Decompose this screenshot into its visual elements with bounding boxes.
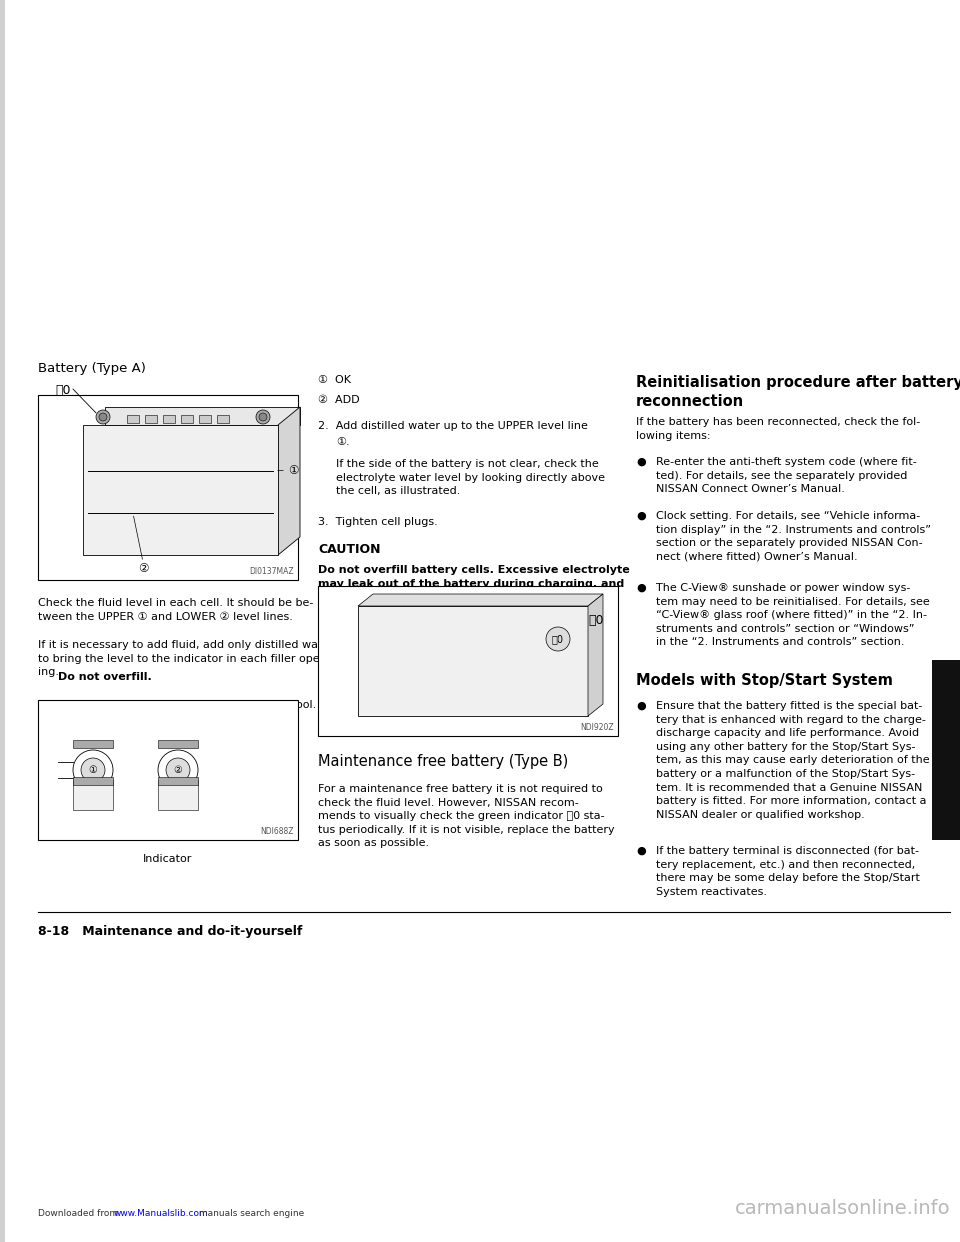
Text: ●: ● — [636, 700, 646, 710]
Circle shape — [158, 750, 198, 790]
Bar — [73, 780, 113, 810]
Circle shape — [259, 414, 267, 421]
Bar — [145, 415, 157, 424]
Text: ●: ● — [636, 457, 646, 467]
Polygon shape — [588, 594, 603, 715]
Text: www.Manualslib.com: www.Manualslib.com — [114, 1208, 208, 1218]
Text: If the battery terminal is disconnected (for bat-
tery replacement, etc.) and th: If the battery terminal is disconnected … — [656, 846, 920, 897]
Text: Clock setting. For details, see “Vehicle informa-
tion display” in the “2. Instr: Clock setting. For details, see “Vehicle… — [656, 510, 931, 561]
Text: If it is necessary to add fluid, add only distilled water
to bring the level to : If it is necessary to add fluid, add onl… — [38, 640, 334, 677]
Bar — [38, 700, 298, 840]
Text: 2.  Add distilled water up to the UPPER level line: 2. Add distilled water up to the UPPER l… — [318, 421, 588, 431]
Text: Reinitialisation procedure after battery
reconnection: Reinitialisation procedure after battery… — [636, 375, 960, 409]
Text: ●: ● — [636, 510, 646, 520]
Text: ␹0: ␹0 — [552, 633, 564, 645]
Bar — [158, 777, 198, 785]
Text: DI0137MAZ: DI0137MAZ — [250, 568, 294, 576]
Text: NDI920Z: NDI920Z — [581, 723, 614, 732]
Bar — [127, 415, 139, 424]
Text: ␹0: ␹0 — [588, 615, 604, 627]
Text: If the battery has been reconnected, check the fol-
lowing items:: If the battery has been reconnected, che… — [636, 417, 921, 441]
Text: ②: ② — [174, 765, 182, 775]
Bar — [38, 395, 298, 580]
Text: carmanualsonline.info: carmanualsonline.info — [734, 1199, 950, 1218]
Text: Do not overfill battery cells. Excessive electrolyte
may leak out of the battery: Do not overfill battery cells. Excessive… — [318, 565, 630, 602]
Text: If the side of the battery is not clear, check the
electrolyte water level by lo: If the side of the battery is not clear,… — [336, 460, 605, 497]
Text: Models with Stop/Start System: Models with Stop/Start System — [636, 673, 893, 688]
Polygon shape — [105, 407, 300, 425]
Text: ①  OK: ① OK — [318, 375, 351, 385]
Bar — [158, 740, 198, 748]
Text: CAUTION: CAUTION — [318, 543, 380, 556]
Bar — [358, 606, 588, 715]
Circle shape — [73, 750, 113, 790]
Text: 3.  Tighten cell plugs.: 3. Tighten cell plugs. — [318, 517, 438, 527]
Text: ␹0: ␹0 — [56, 384, 71, 396]
Text: Battery (Type A): Battery (Type A) — [38, 361, 146, 375]
Circle shape — [81, 758, 105, 782]
Bar — [73, 777, 113, 785]
Text: ①.: ①. — [336, 437, 349, 447]
Text: Check the fluid level in each cell. It should be be-
tween the UPPER ① and LOWER: Check the fluid level in each cell. It s… — [38, 597, 313, 621]
Bar — [83, 425, 278, 555]
Text: For a maintenance free battery it is not required to
check the fluid level. Howe: For a maintenance free battery it is not… — [318, 784, 614, 848]
Bar — [0, 0, 5, 1242]
Text: 8-18   Maintenance and do-it-yourself: 8-18 Maintenance and do-it-yourself — [38, 925, 302, 938]
Text: ①: ① — [88, 765, 97, 775]
Circle shape — [99, 414, 107, 421]
Text: Indicator: Indicator — [143, 854, 193, 864]
Text: NDI688Z: NDI688Z — [260, 827, 294, 836]
Text: Do not overfill.: Do not overfill. — [58, 672, 152, 682]
Text: ②  ADD: ② ADD — [318, 395, 360, 405]
Text: Ensure that the battery fitted is the special bat-
tery that is enhanced with re: Ensure that the battery fitted is the sp… — [656, 700, 929, 820]
Bar — [73, 740, 113, 748]
Text: Maintenance free battery (Type B): Maintenance free battery (Type B) — [318, 754, 568, 769]
Circle shape — [96, 410, 110, 424]
Polygon shape — [358, 594, 603, 606]
Bar — [181, 415, 193, 424]
Circle shape — [166, 758, 190, 782]
Text: Re-enter the anti-theft system code (where fit-
ted). For details, see the separ: Re-enter the anti-theft system code (whe… — [656, 457, 917, 494]
Polygon shape — [278, 407, 300, 555]
Text: ①: ① — [288, 465, 299, 477]
Text: The C-View® sunshade or power window sys-
tem may need to be reinitialised. For : The C-View® sunshade or power window sys… — [656, 582, 929, 647]
Bar — [158, 780, 198, 810]
Text: Downloaded from: Downloaded from — [38, 1208, 121, 1218]
Text: manuals search engine: manuals search engine — [196, 1208, 304, 1218]
Circle shape — [546, 627, 570, 651]
Text: ●: ● — [636, 846, 646, 856]
Bar — [318, 586, 618, 737]
Bar — [199, 415, 211, 424]
Text: 1.  Remove the cell plugs ␹0 using a suitable tool.: 1. Remove the cell plugs ␹0 using a suit… — [38, 700, 316, 710]
Bar — [163, 415, 175, 424]
Bar — [932, 660, 960, 840]
Circle shape — [256, 410, 270, 424]
Text: ②: ② — [137, 561, 148, 575]
Bar — [217, 415, 229, 424]
Text: ●: ● — [636, 582, 646, 592]
